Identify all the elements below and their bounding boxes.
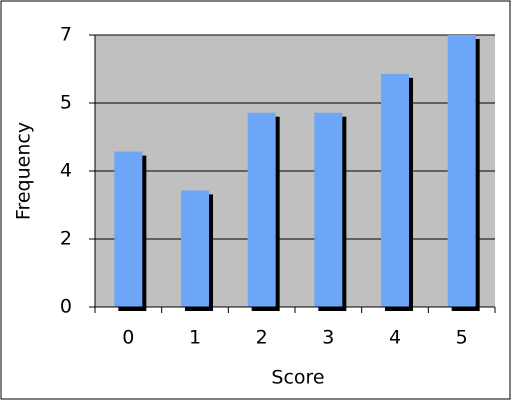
bar [181, 190, 209, 307]
bar [314, 112, 343, 307]
x-tick-label: 5 [456, 327, 468, 349]
x-tick-label: 3 [322, 327, 334, 349]
x-tick-label: 0 [122, 327, 134, 349]
x-tick-label: 4 [389, 327, 401, 349]
x-axis-title: Score [271, 367, 324, 389]
y-axis-title: Frequency [13, 122, 35, 220]
y-tick-label: 5 [60, 92, 72, 114]
bar [114, 151, 143, 307]
x-tick-label: 1 [189, 327, 201, 349]
y-tick-label: 0 [60, 296, 72, 318]
bar [447, 35, 476, 307]
x-tick-label: 2 [256, 327, 268, 349]
bar [247, 112, 276, 307]
y-tick-label: 4 [60, 160, 72, 182]
bar [381, 73, 409, 307]
y-tick-label: 7 [60, 24, 72, 46]
y-tick-label: 2 [60, 228, 72, 250]
